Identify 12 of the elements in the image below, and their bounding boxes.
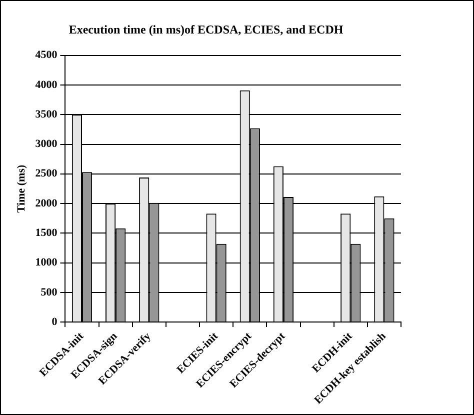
y-tick-label: 500 <box>40 286 58 298</box>
y-axis-title: Time (ms) <box>15 164 28 213</box>
y-tick-label: 2500 <box>35 168 58 180</box>
y-tick-label: 1000 <box>35 256 58 269</box>
y-tick-label: 3000 <box>35 138 58 150</box>
y-tick-label: 2000 <box>35 197 58 210</box>
y-tick-label: 4500 <box>35 49 58 62</box>
y-tick-label: 0 <box>52 316 58 328</box>
chart-title: Execution time (in ms)of ECDSA, ECIES, and ECDH <box>68 22 344 36</box>
y-tick-label: 1500 <box>35 227 58 239</box>
y-tick-label: 3500 <box>35 108 58 120</box>
y-tick-label: 4000 <box>35 78 58 91</box>
